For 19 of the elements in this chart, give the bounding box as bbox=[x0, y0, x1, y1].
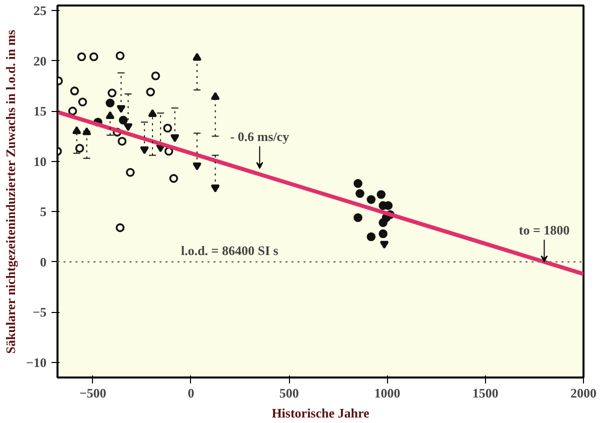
annotation: l.o.d. = 86400 SI s bbox=[180, 242, 278, 258]
x-axis-title: Historische Jahre bbox=[272, 406, 370, 420]
y-tick-label: −5 bbox=[32, 304, 47, 320]
y-axis-title: Säkularer nichtgezeiteninduzierter Zuwachs in l.o.d. in ms bbox=[3, 30, 18, 354]
x-tick-label: 500 bbox=[279, 386, 299, 400]
x-tick-label: 0 bbox=[188, 386, 194, 400]
annotation: - 0.6 ms/cy bbox=[230, 129, 290, 144]
y-tick-label: 5 bbox=[40, 204, 47, 220]
x-tick-label: −500 bbox=[79, 386, 106, 400]
y-tick-label: 10 bbox=[34, 154, 46, 169]
y-tick-label: 20 bbox=[34, 53, 46, 68]
y-tick-label: 0 bbox=[40, 254, 46, 270]
y-tick-label: −10 bbox=[26, 354, 47, 370]
y-tick-label: 25 bbox=[34, 3, 47, 18]
y-tick-label: 15 bbox=[34, 104, 47, 119]
x-tick-label: 1000 bbox=[374, 386, 400, 400]
x-tick-label: 1500 bbox=[472, 386, 498, 400]
annotation: to = 1800 bbox=[518, 222, 570, 238]
x-tick-label: 2000 bbox=[570, 386, 596, 400]
